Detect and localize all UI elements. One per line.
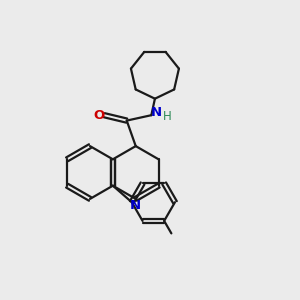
Text: H: H — [163, 110, 171, 123]
Text: O: O — [93, 109, 104, 122]
Text: N: N — [130, 199, 141, 212]
Text: N: N — [150, 106, 161, 119]
